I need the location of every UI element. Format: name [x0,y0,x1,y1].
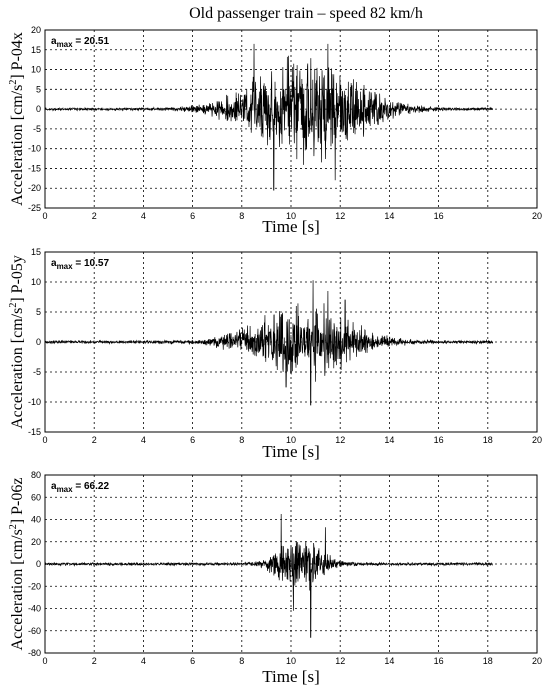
y-tick-label: -20 [28,581,41,591]
x-tick-label: 10 [286,435,296,445]
y-tick-label: 5 [36,307,41,317]
x-tick-label: 8 [239,656,244,666]
y-tick-label: 0 [36,337,41,347]
x-tick-label: 18 [483,656,493,666]
y-axis-label: Acceleration [cm/s2] P-06z [8,478,26,651]
y-tick-label: -15 [28,163,41,173]
x-tick-label: 20 [532,656,542,666]
signal-trace-p-05y [44,280,494,406]
x-tick-label: 6 [190,211,195,221]
x-tick-label: 0 [42,656,47,666]
x-tick-label: 2 [92,211,97,221]
amax-annotation: amax = 20.51 [51,36,109,49]
x-tick-label: 2 [92,435,97,445]
y-tick-label: 0 [36,104,41,114]
y-tick-label: 0 [36,559,41,569]
x-tick-label: 20 [532,211,542,221]
y-tick-label: 10 [31,277,41,287]
y-tick-label: -5 [33,124,41,134]
y-tick-label: -25 [28,203,41,213]
x-tick-label: 6 [190,435,195,445]
chart-panel-p-04x: 0 2 4 6 8 10 12 14 16 20 20 15 10 5 0 -5 -10 -15 -20 -25 Tim… [8,25,542,236]
x-tick-label: 6 [190,656,195,666]
y-tick-label: -10 [28,144,41,154]
y-tick-label: -10 [28,397,41,407]
x-axis-label: Time [s] [262,442,319,461]
amax-annotation: amax = 10.57 [51,258,109,271]
x-tick-label: 8 [239,435,244,445]
y-axis-label: Acceleration [cm/s2] P-04x [8,32,26,206]
amax-annotation: amax = 66.22 [51,481,109,494]
x-tick-label: 14 [384,211,394,221]
y-tick-label: -15 [28,427,41,437]
x-tick-label: 20 [532,435,542,445]
x-tick-label: 0 [42,435,47,445]
x-tick-label: 2 [92,656,97,666]
x-tick-label: 12 [335,656,345,666]
chart-panels: 0 2 4 6 8 10 12 14 16 2020151050-5-10-15-20-25Tim… [8,25,542,686]
y-tick-label: -20 [28,183,41,193]
x-axis-label: Time [s] [262,217,319,236]
y-tick-label: 15 [31,247,41,257]
x-tick-label: 14 [384,435,394,445]
y-tick-label: 60 [31,492,41,502]
y-tick-label: 15 [31,45,41,55]
x-tick-label: 4 [141,656,146,666]
y-tick-label: 20 [31,25,41,35]
x-tick-label: 18 [483,435,493,445]
x-tick-label: 12 [335,435,345,445]
x-tick-label: 10 [286,656,296,666]
x-tick-label: 4 [141,211,146,221]
y-tick-label: -40 [28,604,41,614]
x-tick-label: 14 [384,656,394,666]
x-axis-label: Time [s] [262,667,319,686]
y-tick-label: 10 [31,65,41,75]
signal-trace-p-06z [44,513,493,638]
y-tick-label: 40 [31,515,41,525]
y-axis-label: Acceleration [cm/s2] P-05y [8,255,26,429]
x-tick-label: 16 [434,211,444,221]
chart-panel-p-05y: 0 2 4 6 8 10 12 14 16 18 20 15 10 5 0 -5 -10 -15 Time [s] A… [8,247,542,461]
figure-title: Old passenger train – speed 82 km/h [189,5,423,22]
y-tick-label: -5 [33,367,41,377]
y-tick-label: 20 [31,537,41,547]
chart-panel-p-06z: 0 2 4 6 8 10 12 14 16 18 20 80 60 40 20 0 -20 -40 -60 -80 Ti… [8,470,542,686]
x-tick-label: 16 [434,656,444,666]
x-tick-label: 16 [434,435,444,445]
x-tick-label: 4 [141,435,146,445]
y-tick-label: -60 [28,626,41,636]
y-tick-label: -80 [28,648,41,658]
y-tick-label: 5 [36,84,41,94]
y-tick-label: 80 [31,470,41,480]
signal-trace-p-04x [44,43,494,191]
x-tick-label: 8 [239,211,244,221]
x-tick-label: 12 [335,211,345,221]
x-tick-label: 0 [42,211,47,221]
x-tick-label: 10 [286,211,296,221]
